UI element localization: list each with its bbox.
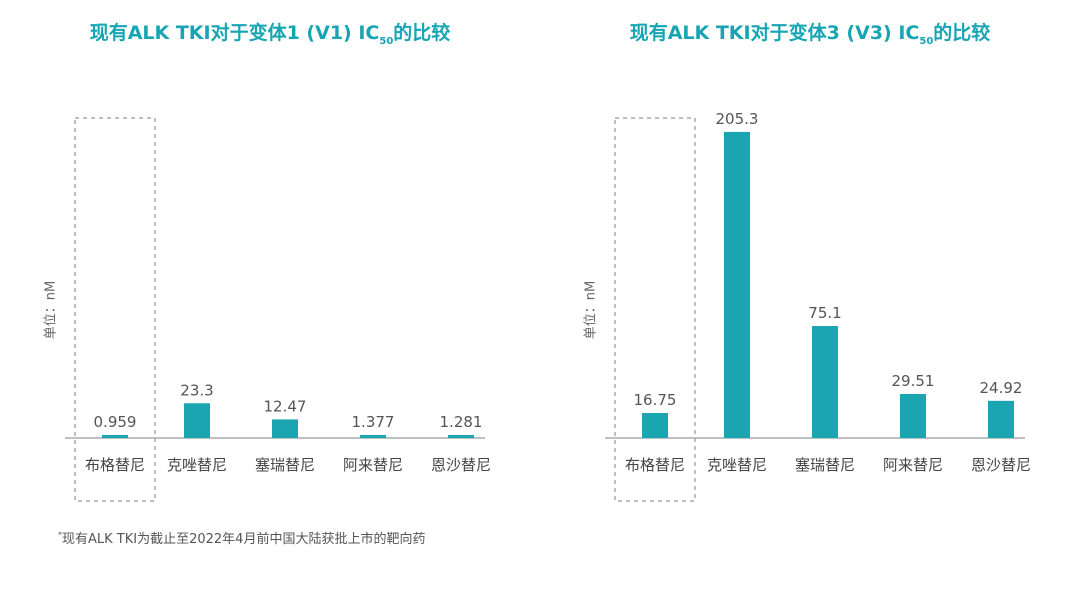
bar [272, 419, 298, 438]
category-label: 塞瑞替尼 [795, 456, 855, 474]
bar [988, 400, 1014, 438]
category-label: 塞瑞替尼 [255, 456, 315, 474]
data-label: 16.75 [634, 391, 677, 409]
data-label: 0.959 [94, 413, 137, 431]
category-label: 克唑替尼 [167, 456, 227, 474]
chart-title: 现有ALK TKI对于变体1 (V1) IC50的比较 [0, 18, 540, 47]
bar [102, 435, 128, 438]
footnote-text: 现有ALK TKI为截止至2022年4月前中国大陆获批上市的靶向药 [62, 532, 426, 547]
bar [360, 435, 386, 438]
bar [724, 131, 750, 438]
chart-title-text: 现有ALK TKI对于变体3 (V3) IC [629, 22, 920, 44]
data-label: 75.1 [808, 304, 841, 322]
category-label: 阿来替尼 [343, 456, 403, 474]
chart-title-subscript: 50 [379, 35, 394, 47]
bar-chart-v1: 0.959 布格替尼 23.3 克唑替尼 12.47 塞瑞替尼 1.377 阿来替尼 1.281… [65, 117, 491, 502]
highlight-box [74, 117, 156, 502]
bar-chart-v3: 16.75 布格替尼 205.3 克唑替尼 75.1 塞瑞替尼 29.51 阿来替尼 24.92… [605, 110, 1031, 502]
category-label: 阿来替尼 [883, 456, 943, 474]
bar [184, 403, 210, 438]
data-label: 12.47 [264, 397, 307, 415]
highlight-box [614, 117, 696, 502]
chart-title-text: 现有ALK TKI对于变体1 (V1) IC [89, 22, 380, 44]
category-label: 布格替尼 [625, 456, 685, 474]
category-label: 恩沙替尼 [971, 456, 1031, 474]
data-label: 205.3 [716, 110, 759, 128]
category-label: 恩沙替尼 [431, 456, 491, 474]
chart-panel-v1: 现有ALK TKI对于变体1 (V1) IC50的比较 单位：nM 0.959 布… [0, 0, 540, 540]
bar [812, 326, 838, 438]
data-label: 24.92 [980, 379, 1023, 397]
data-label: 23.3 [180, 381, 213, 399]
chart-panel-v3: 现有ALK TKI对于变体3 (V3) IC50的比较 单位：nM 16.75 布… [540, 0, 1080, 540]
category-label: 布格替尼 [85, 456, 145, 474]
chart-title-suffix: 的比较 [933, 22, 991, 44]
bar [448, 435, 474, 438]
bar [900, 394, 926, 438]
footnote: *现有ALK TKI为截止至2022年4月前中国大陆获批上市的靶向药 [58, 528, 425, 547]
footnote-mark: * [58, 530, 62, 540]
category-label: 克唑替尼 [707, 456, 767, 474]
chart-title: 现有ALK TKI对于变体3 (V3) IC50的比较 [540, 18, 1080, 47]
data-label: 1.281 [440, 413, 483, 431]
data-label: 1.377 [352, 413, 395, 431]
chart-title-subscript: 50 [919, 35, 934, 47]
bar [642, 413, 668, 438]
chart-title-suffix: 的比较 [393, 22, 451, 44]
data-label: 29.51 [892, 372, 935, 390]
